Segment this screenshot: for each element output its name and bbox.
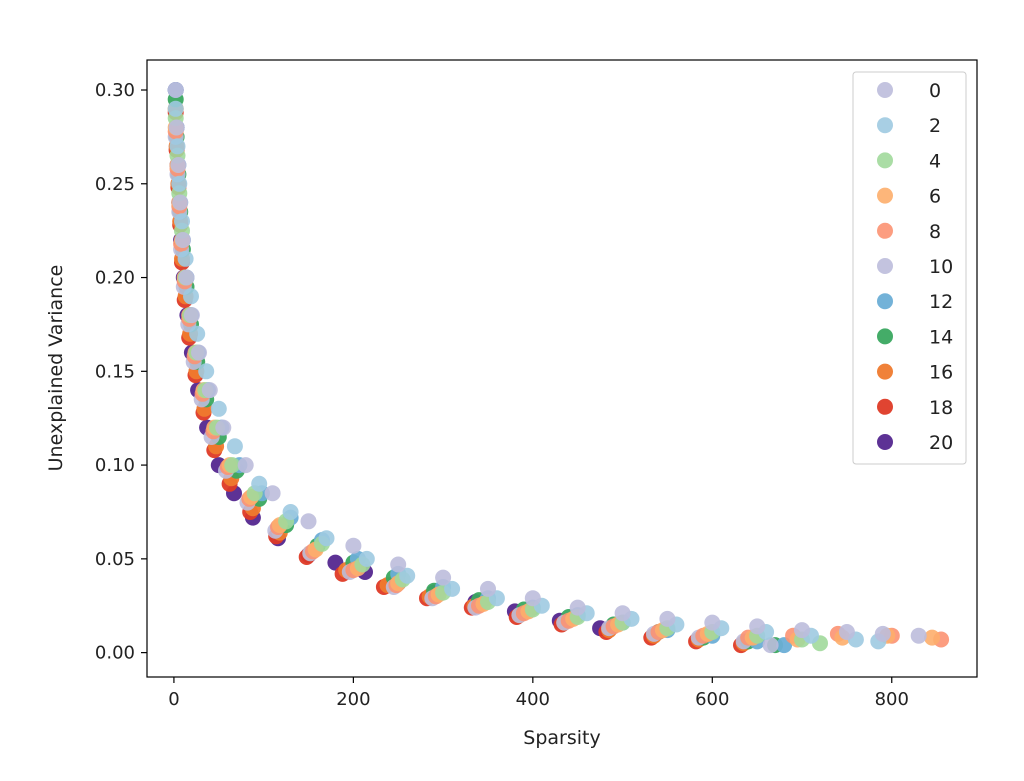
series-0-point-18 (569, 599, 586, 616)
series-2-point-10 (251, 475, 268, 492)
points-layer (167, 82, 950, 654)
series-0-point-11 (264, 485, 281, 502)
legend-marker-6 (877, 187, 893, 204)
series-0-point-14 (390, 556, 407, 573)
legend-label-14: 14 (929, 326, 953, 348)
x-tick-label-4: 800 (875, 689, 909, 710)
series-0-point-21 (704, 614, 721, 631)
legend-label-18: 18 (929, 397, 953, 419)
legend-marker-2 (877, 117, 893, 134)
series-0-point-0 (167, 82, 184, 98)
x-tick-label-2: 400 (516, 689, 550, 710)
series-0-point-6 (183, 307, 200, 324)
series-4-point-9 (224, 457, 241, 474)
series-0-point-13 (345, 537, 362, 554)
series-2-point-5 (183, 288, 199, 305)
series-2-point-15 (444, 580, 461, 597)
legend-label-16: 16 (929, 362, 953, 384)
legend-marker-0 (877, 82, 893, 98)
x-axis-label: Sparsity (523, 727, 600, 749)
series-0-point-24 (838, 624, 855, 640)
legend-label-8: 8 (929, 221, 941, 243)
series-2-point-8 (210, 400, 227, 417)
y-tick-label-4: 0.20 (95, 268, 135, 289)
series-0-point-4 (174, 232, 191, 248)
y-ticks: 0.00 0.05 0.10 0.15 0.20 0.25 0.30 (95, 80, 147, 664)
legend-label-2: 2 (929, 115, 941, 137)
legend-marker-4 (877, 152, 893, 169)
series-0-point-16 (480, 580, 496, 597)
y-tick-label-2: 0.10 (95, 455, 135, 476)
y-tick-label-3: 0.15 (95, 361, 135, 382)
y-tick-label-5: 0.25 (95, 174, 135, 195)
legend-label-0: 0 (929, 80, 941, 102)
series-0-point-15 (435, 569, 452, 586)
axes-frame (146, 59, 978, 678)
series-0-point-10 (237, 457, 254, 474)
series-0-point-20 (659, 610, 676, 627)
series-0-point-1 (168, 119, 185, 136)
series-0-point-5 (178, 269, 195, 286)
series-2-point-11 (282, 504, 299, 520)
legend: 0 2 4 6 8 10 12 14 16 18 20 (852, 71, 967, 465)
series-0-point-7 (191, 344, 207, 361)
legend-label-4: 4 (929, 150, 941, 172)
legend-marker-8 (877, 222, 893, 239)
series-0-point-3 (172, 194, 189, 211)
series-0-point-26 (910, 627, 927, 644)
y-tick-label-1: 0.05 (95, 549, 135, 570)
series-10-point-23 (762, 637, 779, 654)
series-2-point-14 (399, 567, 416, 584)
y-axis-label: Unexplained Variance (45, 265, 67, 472)
series-2-point-4 (177, 250, 194, 267)
y-tick-label-6: 0.30 (95, 80, 135, 101)
series-2-point-12 (318, 530, 335, 547)
series-2-point-1 (169, 138, 186, 155)
legend-label-20: 20 (929, 432, 953, 454)
series-2-point-13 (358, 550, 375, 567)
series-2-point-7 (198, 363, 215, 380)
series-0-point-8 (201, 382, 218, 399)
x-tick-label-0: 0 (168, 689, 179, 710)
y-tick-label-0: 0.00 (95, 643, 135, 664)
legend-marker-16 (877, 363, 893, 380)
legend-label-12: 12 (929, 291, 953, 313)
series-0-point-25 (874, 625, 891, 642)
legend-marker-12 (877, 293, 893, 310)
x-tick-label-1: 200 (336, 689, 370, 710)
series-0-point-12 (300, 513, 317, 530)
legend-marker-14 (877, 328, 893, 345)
series-6-point-26 (924, 629, 941, 646)
x-ticks: 0 200 400 600 800 (168, 677, 909, 710)
series-0-point-22 (749, 618, 766, 635)
series-0-point-2 (170, 157, 187, 173)
series-0-point-17 (524, 590, 541, 607)
series-2-point-0 (167, 100, 184, 117)
series-0-point-9 (215, 419, 232, 436)
legend-marker-10 (877, 258, 893, 274)
series-2-point-2 (171, 175, 188, 192)
series-2-point-3 (174, 213, 190, 230)
series-2-point-9 (226, 438, 243, 455)
legend-label-6: 6 (929, 186, 941, 208)
series-0-point-23 (794, 622, 810, 639)
legend-label-10: 10 (929, 256, 953, 278)
legend-marker-18 (877, 398, 893, 415)
series-2-point-6 (189, 325, 206, 342)
x-tick-label-3: 600 (695, 689, 729, 710)
legend-marker-20 (877, 434, 893, 450)
series-0-point-19 (614, 605, 631, 622)
